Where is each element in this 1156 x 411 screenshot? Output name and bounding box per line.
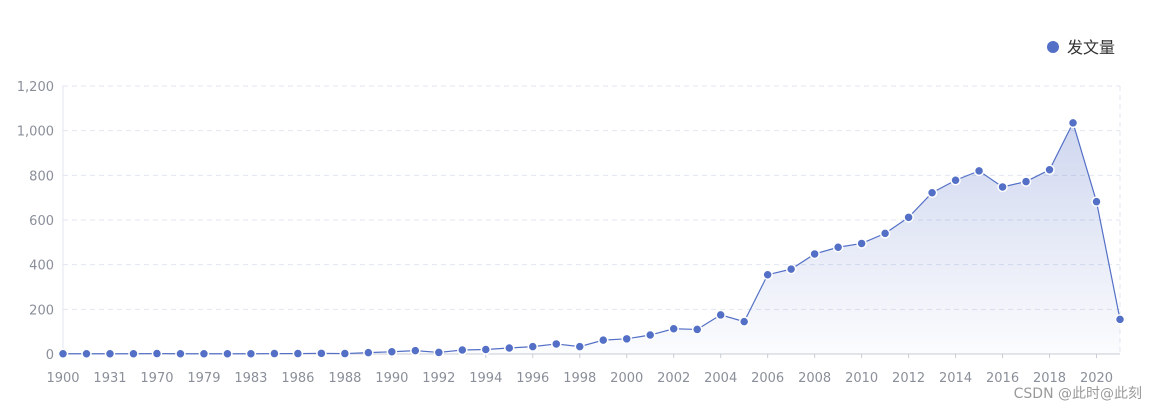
data-point[interactable] (973, 165, 985, 177)
data-point[interactable] (292, 348, 304, 359)
data-point[interactable] (363, 347, 374, 358)
data-point[interactable] (198, 348, 210, 360)
x-tick-label: 2004 (704, 371, 737, 386)
data-point[interactable] (762, 269, 773, 280)
data-point[interactable] (480, 344, 492, 355)
data-point[interactable] (151, 348, 163, 359)
x-tick-label: 1996 (516, 371, 549, 386)
data-point[interactable] (433, 347, 445, 358)
data-point[interactable] (57, 348, 69, 360)
x-tick-label: 1983 (234, 371, 267, 386)
data-point[interactable] (832, 241, 844, 253)
data-point[interactable] (386, 346, 398, 358)
watermark: CSDN @此时@此刻 (1013, 386, 1142, 402)
data-point[interactable] (81, 348, 92, 360)
data-point[interactable] (926, 187, 938, 199)
y-tick-label: 200 (29, 303, 54, 318)
x-tick-label: 1970 (140, 371, 173, 386)
data-point[interactable] (175, 348, 186, 360)
data-point[interactable] (527, 341, 539, 352)
data-point[interactable] (950, 174, 961, 186)
data-point[interactable] (504, 342, 515, 354)
data-point[interactable] (879, 228, 891, 239)
x-tick-label: 1900 (46, 371, 79, 386)
data-point[interactable] (856, 238, 867, 249)
y-tick-label: 1,000 (17, 125, 54, 140)
y-tick-label: 0 (46, 348, 54, 363)
x-tick-label: 1990 (375, 371, 408, 386)
series-line (63, 121, 1121, 355)
series-line-path (63, 121, 1121, 355)
data-point[interactable] (738, 316, 750, 327)
x-tick-label: 1998 (563, 371, 596, 386)
data-point[interactable] (668, 323, 679, 335)
x-tick-label: 2020 (1080, 371, 1113, 386)
y-axis: 0 200 400 600 800 1,000 1,200 (17, 80, 54, 363)
data-point[interactable] (597, 334, 609, 346)
x-axis: 1900 1931 1970 1979 1983 1986 1988 1990 1992 1994… (46, 353, 1120, 386)
data-point[interactable] (1091, 196, 1102, 207)
data-point[interactable] (1067, 117, 1079, 129)
x-tick-label: 2014 (939, 371, 972, 386)
series-area (63, 122, 1120, 354)
legend[interactable]: 发文量 (1047, 38, 1115, 57)
y-tick-label: 800 (29, 169, 54, 184)
data-point[interactable] (574, 341, 586, 352)
data-point[interactable] (269, 348, 280, 359)
x-tick-label: 2008 (798, 371, 831, 386)
x-tick-label: 1986 (281, 371, 314, 386)
x-tick-label: 2000 (610, 371, 643, 386)
x-tick-label: 1994 (469, 371, 502, 386)
x-tick-label: 2012 (892, 371, 925, 386)
x-tick-label: 2002 (657, 371, 690, 386)
legend-label: 发文量 (1067, 38, 1115, 57)
data-point[interactable] (809, 248, 820, 260)
data-point[interactable] (1020, 176, 1032, 187)
x-tick-label: 2016 (986, 371, 1019, 386)
legend-marker-icon (1047, 41, 1059, 53)
x-tick-label: 1931 (93, 371, 126, 386)
data-point[interactable] (621, 333, 632, 345)
data-point[interactable] (1044, 164, 1055, 175)
data-point[interactable] (1114, 314, 1126, 325)
data-point[interactable] (222, 348, 233, 360)
data-point[interactable] (785, 263, 797, 275)
x-tick-label: 1992 (422, 371, 455, 386)
data-point[interactable] (128, 348, 139, 360)
data-point[interactable] (644, 329, 656, 341)
y-tick-label: 400 (29, 259, 54, 274)
data-point[interactable] (104, 348, 116, 360)
y-tick-label: 600 (29, 214, 54, 229)
data-point[interactable] (691, 324, 703, 335)
data-point[interactable] (410, 345, 421, 356)
series-area-fill (63, 122, 1120, 354)
data-point[interactable] (551, 338, 562, 350)
x-tick-label: 1979 (187, 371, 220, 386)
x-tick-label: 2018 (1033, 371, 1066, 386)
data-point[interactable] (903, 212, 914, 223)
data-point[interactable] (457, 344, 468, 356)
data-point[interactable] (715, 309, 726, 321)
data-point[interactable] (245, 348, 257, 360)
y-tick-label: 1,200 (17, 80, 54, 95)
x-tick-label: 2006 (751, 371, 784, 386)
data-point[interactable] (316, 348, 327, 359)
data-points (57, 117, 1126, 360)
x-tick-label: 2010 (845, 371, 878, 386)
x-tick-label: 1988 (328, 371, 361, 386)
data-point[interactable] (339, 348, 351, 359)
data-point[interactable] (997, 181, 1008, 193)
